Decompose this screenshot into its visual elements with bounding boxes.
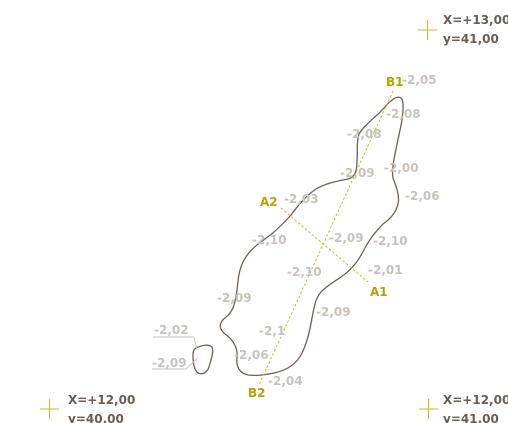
elevation-label: -2,00 <box>384 161 419 175</box>
elevation-label: -2,04 <box>268 374 303 388</box>
island-outline <box>219 96 404 377</box>
coordinate-top-right-y: y=41,00 <box>443 32 499 46</box>
coordinate-bottom-left-y: y=40.00 <box>68 412 124 423</box>
elevation-label: -2,08 <box>347 127 382 141</box>
coordinate-top-right-x: X=+13,00 <box>443 13 508 27</box>
islet-outline <box>192 344 214 375</box>
elevation-label: -2,03 <box>284 192 319 206</box>
elevation-label: -2,09 <box>340 166 375 180</box>
elevation-label: -2,10 <box>373 234 408 248</box>
elevation-label: -2,01 <box>368 263 403 277</box>
crosshair-bottom-right <box>419 399 438 419</box>
leader-line-1b <box>193 336 198 351</box>
elevation-label: -2,06 <box>405 189 440 203</box>
elevation-label: -2,10 <box>287 265 322 279</box>
leader-line-2b <box>185 357 199 370</box>
elevation-label: -2,09 <box>217 291 252 305</box>
section-line-a <box>280 207 369 283</box>
section-label-a2: A2 <box>260 195 278 209</box>
crosshair-bottom-left <box>40 399 59 419</box>
elevation-label: -2,09 <box>152 356 187 370</box>
section-label-b1: B1 <box>386 75 404 89</box>
coordinate-bottom-right-x: X=+12,00 <box>443 393 508 407</box>
elevation-label: -2,10 <box>252 233 287 247</box>
elevation-label: -2,06 <box>234 348 269 362</box>
coordinate-bottom-right-y: y=41.00 <box>443 412 499 423</box>
elevation-label: -2,09 <box>329 231 364 245</box>
elevation-label: -2,1 <box>259 324 285 338</box>
elevation-label: -2,08 <box>386 107 421 121</box>
section-label-a1: A1 <box>370 285 388 299</box>
elevation-label: -2,09 <box>316 305 351 319</box>
elevation-label: -2,05 <box>402 73 437 87</box>
section-label-b2: B2 <box>248 386 266 400</box>
elevation-label: -2,02 <box>154 323 189 337</box>
coordinate-bottom-left-x: X=+12,00 <box>68 393 135 407</box>
crosshair-top-right <box>418 20 437 40</box>
